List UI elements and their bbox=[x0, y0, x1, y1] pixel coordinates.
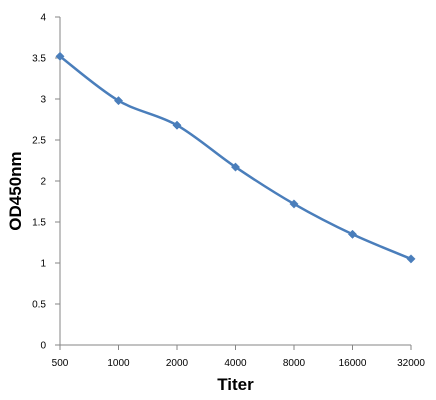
data-point bbox=[406, 254, 416, 264]
y-tick-label: 3.5 bbox=[32, 54, 46, 65]
y-tick-label: 4 bbox=[40, 13, 46, 24]
y-axis: 0 0.5 1 1.5 2 2.5 3 3.5 4 bbox=[32, 13, 61, 352]
x-tick-label: 500 bbox=[52, 358, 69, 369]
x-tick-label: 4000 bbox=[224, 358, 247, 369]
y-tick-label: 1 bbox=[40, 259, 46, 270]
data-point bbox=[172, 120, 182, 130]
data-point bbox=[347, 229, 358, 239]
y-tick-label: 3 bbox=[40, 95, 46, 106]
series-layer bbox=[55, 51, 416, 264]
y-tick-label: 2 bbox=[40, 177, 46, 188]
x-tick-label: 8000 bbox=[283, 358, 306, 369]
data-point bbox=[289, 199, 299, 209]
data-point bbox=[55, 51, 65, 61]
x-tick-label: 32000 bbox=[397, 358, 425, 369]
data-point bbox=[113, 96, 124, 106]
data-point bbox=[230, 162, 241, 172]
x-axis-title: Titer bbox=[217, 375, 254, 394]
x-tick-label: 1000 bbox=[107, 358, 130, 369]
x-axis: 500 1000 2000 4000 8000 16000 32000 bbox=[52, 344, 425, 369]
y-tick-label: 1.5 bbox=[32, 218, 46, 229]
x-tick-label: 2000 bbox=[166, 358, 189, 369]
y-tick-label: 0.5 bbox=[32, 300, 46, 311]
y-ticks: 0 0.5 1 1.5 2 2.5 3 3.5 4 bbox=[32, 13, 60, 352]
x-ticks: 500 1000 2000 4000 8000 16000 32000 bbox=[52, 345, 425, 369]
x-tick-label: 16000 bbox=[339, 358, 367, 369]
y-axis-title: OD450nm bbox=[6, 151, 25, 230]
y-tick-label: 0 bbox=[40, 341, 46, 352]
y-tick-label: 2.5 bbox=[32, 136, 46, 147]
series-line bbox=[58, 55, 413, 261]
